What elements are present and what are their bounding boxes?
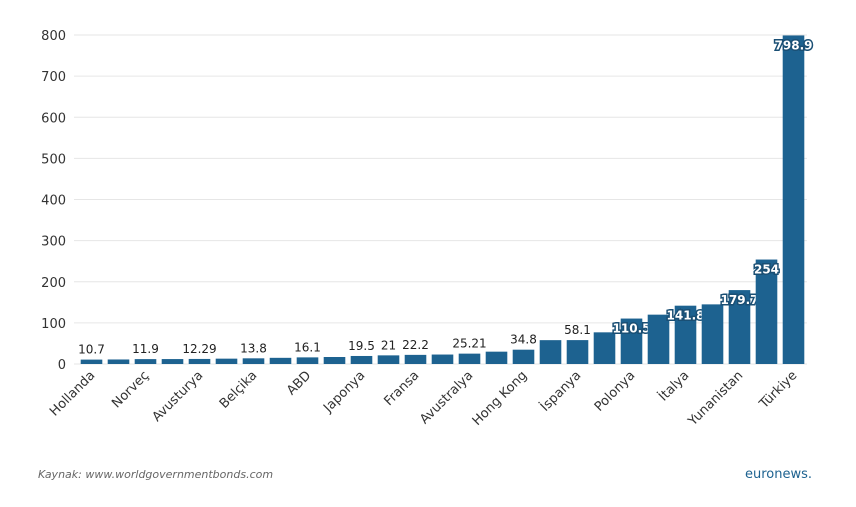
value-label: 12.29 (182, 342, 216, 356)
x-tick-label: Belçika (217, 368, 261, 412)
x-tick-label: Hollanda (47, 368, 98, 419)
x-tick-label: Polonya (592, 368, 639, 415)
y-tick-label: 400 (41, 194, 66, 209)
value-label: 19.5 (348, 339, 375, 353)
x-tick-label: Fransa (381, 368, 422, 409)
y-tick-label: 300 (41, 235, 66, 250)
value-label: 22.2 (402, 338, 429, 352)
bar (431, 354, 454, 364)
bar (512, 349, 535, 364)
value-label: 11.9 (132, 342, 159, 356)
value-label: 21 (381, 338, 396, 352)
x-tick-label: Norveç (109, 368, 152, 411)
bar (701, 304, 724, 364)
y-tick-label: 700 (41, 70, 66, 85)
bar (323, 357, 346, 364)
bar (296, 357, 319, 364)
value-label: 58.1 (564, 323, 591, 337)
bar (404, 354, 427, 364)
value-label: 179.7 (721, 293, 759, 307)
bar (755, 259, 778, 364)
bar (215, 358, 238, 364)
x-tick-label: İtalya (655, 368, 692, 405)
y-tick-label: 0 (58, 358, 66, 373)
bar (782, 35, 805, 365)
bar (377, 355, 400, 364)
bar (485, 351, 508, 364)
bar (269, 357, 292, 364)
bar (458, 353, 481, 364)
x-tick-label: Hong Kong (470, 368, 531, 429)
value-label: 16.1 (294, 340, 321, 354)
bar (350, 355, 373, 364)
y-tick-label: 100 (41, 317, 66, 332)
y-tick-label: 600 (41, 111, 66, 126)
y-tick-label: 500 (41, 152, 66, 167)
bar (161, 359, 184, 364)
y-tick-label: 200 (41, 276, 66, 291)
bar (674, 305, 697, 364)
x-tick-label: Yunanistan (685, 368, 746, 429)
value-label: 798.9 (775, 38, 813, 52)
value-label: 141.8 (667, 309, 705, 323)
bar (647, 314, 670, 364)
x-tick-label: Japonya (320, 368, 368, 416)
value-label: 25.21 (452, 337, 486, 351)
value-label: 110.5 (613, 322, 651, 336)
value-label: 10.7 (78, 343, 105, 357)
bar (107, 359, 130, 364)
x-tick-label: Avustralya (417, 368, 476, 427)
bar (620, 318, 643, 364)
value-label: 254 (754, 263, 779, 277)
value-label: 34.8 (510, 333, 537, 347)
x-tick-label: Avusturya (150, 368, 207, 425)
bar (539, 340, 562, 364)
bar (242, 358, 265, 364)
bar (566, 340, 589, 364)
x-tick-label: Türkiye (756, 368, 800, 412)
bar (728, 290, 751, 364)
x-tick-label: İspanya (537, 368, 584, 415)
source: Kaynak: www.worldgovernmentbonds.com (38, 468, 273, 481)
bar (188, 358, 211, 364)
logo: euronews. (745, 467, 812, 482)
bar (80, 359, 103, 364)
bar (134, 359, 157, 364)
bar (593, 332, 616, 364)
x-tick-label: ABD (284, 368, 314, 398)
value-label: 13.8 (240, 341, 267, 355)
y-tick-label: 800 (41, 29, 66, 44)
